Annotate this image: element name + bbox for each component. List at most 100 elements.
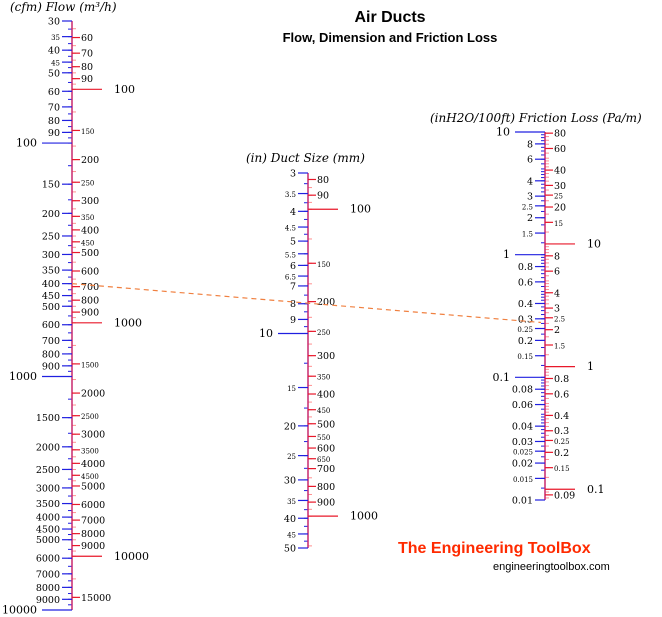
metric-tick-label: 60: [554, 144, 566, 155]
metric-tick-label: 500: [317, 419, 335, 430]
imperial-tick-label: 2: [527, 213, 533, 224]
imperial-tick-label: 40: [284, 514, 296, 525]
imperial-tick-label: 3000: [36, 483, 60, 494]
imperial-tick-label: 450: [42, 291, 60, 302]
metric-tick-label: 8: [554, 251, 560, 262]
metric-tick-label: 3500: [81, 447, 99, 455]
friction-loss-axis-title: (inH2O/100ft) Friction Loss (Pa/m): [430, 111, 642, 125]
imperial-tick-label: 6: [290, 261, 296, 272]
metric-tick-label: 60: [81, 33, 93, 44]
metric-tick-label: 8000: [81, 529, 105, 540]
imperial-tick-label: 6000: [36, 554, 60, 565]
metric-tick-label: 25: [554, 193, 563, 201]
metric-tick-label: 6: [554, 267, 560, 278]
imperial-tick-label: 25: [287, 453, 296, 461]
metric-tick-label: 900: [317, 498, 335, 509]
metric-tick-label: 0.1: [587, 483, 605, 496]
imperial-tick-label: 8: [290, 299, 296, 310]
metric-tick-label: 300: [81, 196, 99, 207]
metric-tick-label: 700: [317, 464, 335, 475]
imperial-tick-label: 5000: [36, 535, 60, 546]
imperial-tick-label: 3: [290, 169, 296, 180]
metric-tick-label: 450: [81, 239, 94, 247]
imperial-tick-label: 1500: [36, 413, 60, 424]
imperial-tick-label: 3.5: [285, 191, 296, 199]
imperial-tick-label: 4000: [36, 513, 60, 524]
metric-tick-label: 650: [317, 456, 330, 464]
imperial-tick-label: 500: [42, 302, 60, 313]
imperial-tick-label: 0.8: [518, 262, 533, 273]
metric-tick-label: 6000: [81, 500, 105, 511]
metric-tick-label: 2.5: [554, 315, 565, 323]
metric-tick-label: 15000: [81, 593, 111, 604]
imperial-tick-label: 0.025: [513, 449, 533, 457]
imperial-tick-label: 0.03: [512, 437, 533, 448]
flow-axis-title: (cfm) Flow (m³/h): [10, 0, 117, 14]
imperial-tick-label: 6: [527, 155, 533, 166]
metric-tick-label: 250: [81, 180, 94, 188]
imperial-tick-label: 300: [42, 250, 60, 261]
imperial-tick-label: 15: [287, 385, 296, 393]
metric-tick-label: 7000: [81, 516, 105, 527]
flow-axis: 3035404550607080901001502002503003504004…: [2, 17, 149, 617]
example-line-layer: [71, 283, 542, 324]
imperial-tick-label: 35: [287, 498, 296, 506]
imperial-tick-label: 150: [42, 180, 60, 191]
metric-tick-label: 90: [81, 74, 93, 85]
brand-url[interactable]: engineeringtoolbox.com: [493, 561, 610, 573]
imperial-tick-label: 45: [51, 60, 60, 68]
metric-tick-label: 0.8: [554, 374, 569, 385]
imperial-tick-label: 7: [290, 281, 296, 292]
metric-tick-label: 450: [317, 407, 330, 415]
metric-tick-label: 400: [317, 390, 335, 401]
imperial-tick-label: 6.5: [285, 274, 296, 282]
metric-tick-label: 0.6: [554, 389, 569, 400]
metric-tick-label: 80: [554, 129, 566, 140]
imperial-tick-label: 2500: [36, 465, 60, 476]
imperial-tick-label: 40: [48, 46, 60, 57]
metric-tick-label: 0.4: [554, 411, 569, 422]
metric-tick-label: 0.09: [554, 490, 575, 501]
metric-tick-label: 550: [317, 434, 330, 442]
metric-tick-label: 9000: [81, 541, 105, 552]
imperial-tick-label: 30: [284, 475, 296, 486]
metric-tick-label: 2000: [81, 389, 105, 400]
imperial-tick-label: 0.15: [517, 353, 533, 361]
brand-name: The Engineering ToolBox: [398, 540, 591, 557]
metric-tick-label: 80: [317, 175, 329, 186]
metric-tick-label: 400: [81, 225, 99, 236]
example-dashed-line: [71, 283, 542, 324]
metric-tick-label: 40: [554, 166, 566, 177]
imperial-tick-label: 700: [42, 336, 60, 347]
duct_size-axis: 3 3.5 4 4.5 5 5.5 6 6.57 8 9 10 15 20 25 30 35 40 45 50 80 9…: [259, 169, 378, 555]
imperial-tick-label: 0.1: [493, 371, 511, 384]
metric-tick-label: 0.2: [554, 448, 569, 459]
metric-tick-label: 3000: [81, 430, 105, 441]
imperial-tick-label: 200: [42, 209, 60, 220]
imperial-tick-label: 0.015: [513, 476, 533, 484]
metric-tick-label: 800: [81, 296, 99, 307]
metric-tick-label: 250: [317, 329, 330, 337]
imperial-tick-label: 10: [259, 327, 273, 340]
imperial-tick-label: 5.5: [285, 251, 296, 259]
imperial-tick-label: 9: [290, 315, 296, 326]
imperial-tick-label: 0.06: [512, 400, 533, 411]
metric-tick-label: 30: [554, 181, 566, 192]
metric-tick-label: 150: [81, 128, 94, 136]
metric-tick-label: 800: [317, 482, 335, 493]
imperial-tick-label: 3500: [36, 499, 60, 510]
imperial-tick-label: 5: [290, 237, 296, 248]
imperial-tick-label: 1000: [9, 370, 37, 383]
metric-tick-label: 20: [554, 203, 566, 214]
chart-subtitle: Flow, Dimension and Friction Loss: [282, 30, 498, 45]
imperial-tick-label: 20: [284, 421, 296, 432]
imperial-tick-label: 4.5: [285, 225, 296, 233]
imperial-tick-label: 10: [496, 126, 510, 139]
imperial-tick-label: 900: [42, 361, 60, 372]
metric-tick-label: 700: [81, 282, 99, 293]
axes-layer: 3035404550607080901001502002503003504004…: [2, 17, 605, 617]
metric-tick-label: 3: [554, 304, 560, 315]
duct-size-axis-title: (in) Duct Size (mm): [246, 151, 365, 165]
metric-tick-label: 350: [317, 374, 330, 382]
imperial-tick-label: 0.04: [512, 422, 533, 433]
